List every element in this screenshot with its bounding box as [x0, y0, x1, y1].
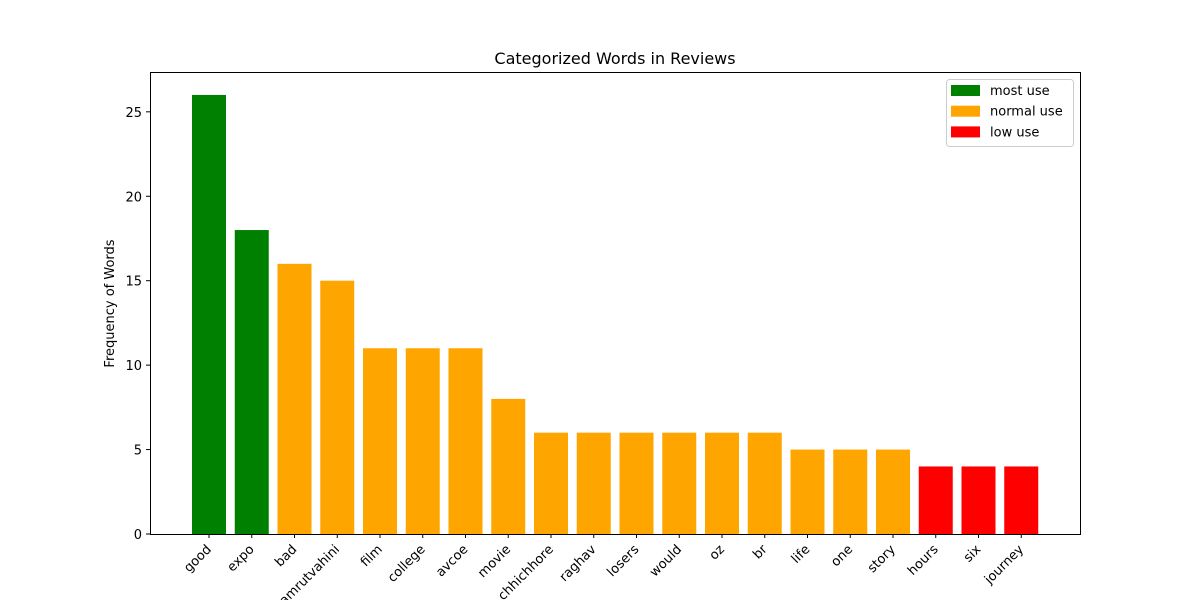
x-tick-label: journey: [981, 542, 1027, 588]
x-tick-label: oz: [707, 542, 728, 563]
x-tick-label: br: [750, 542, 771, 563]
x-tick-label: hours: [905, 542, 942, 579]
bar-br: [747, 432, 782, 534]
x-tick-label: film: [358, 542, 386, 570]
x-tick-label: bad: [272, 542, 300, 570]
bar-chhichhore: [534, 432, 568, 534]
x-tick-label: would: [647, 542, 685, 580]
bar-losers: [619, 432, 654, 534]
legend-swatch: [951, 105, 980, 117]
bar-avcoe: [448, 348, 483, 534]
legend-label: normal use: [990, 105, 1063, 120]
chart-title: Categorized Words in Reviews: [494, 49, 735, 68]
bar-film: [363, 348, 397, 534]
x-tick-label: movie: [475, 542, 514, 581]
bar-bad: [277, 263, 312, 534]
y-axis-label: Frequency of Words: [103, 239, 118, 367]
legend: most use normal use low use: [946, 79, 1074, 147]
bar-life: [790, 449, 825, 534]
bar-oz: [705, 432, 739, 534]
bar-one: [833, 449, 868, 534]
legend-label: low use: [990, 125, 1039, 140]
plot-frame: [150, 72, 1081, 535]
x-tick-label: expo: [225, 542, 258, 575]
x-tick-label: life: [789, 542, 814, 567]
bar-journey: [1004, 466, 1039, 534]
x-tick-label: good: [181, 542, 215, 576]
legend-swatch: [951, 85, 980, 96]
bar-raghav: [576, 432, 611, 534]
x-tick-label: losers: [605, 542, 643, 580]
bar-amrutvahini: [320, 280, 355, 534]
y-axis-ticks: 0 5 10 15 20 25: [125, 106, 151, 543]
y-tick-label: 20: [125, 190, 142, 205]
bar-movie: [491, 398, 526, 534]
bar-would: [662, 432, 697, 534]
x-tick-label: college: [385, 542, 429, 586]
x-tick-label: avcoe: [433, 542, 471, 580]
y-tick-label: 25: [125, 106, 142, 121]
x-tick-label: story: [865, 542, 899, 576]
bar-story: [876, 449, 910, 534]
bar-expo: [234, 230, 269, 535]
bars-group: [192, 94, 1039, 535]
legend-swatch: [951, 126, 980, 138]
x-tick-label: six: [961, 542, 985, 566]
legend-label: most use: [990, 84, 1050, 99]
y-tick-label: 15: [125, 275, 142, 290]
bar-college: [405, 348, 440, 534]
x-tick-label: one: [828, 542, 856, 570]
bar-six: [961, 466, 996, 534]
y-tick-label: 5: [134, 444, 142, 459]
x-tick-label: raghav: [557, 542, 600, 585]
y-tick-label: 0: [134, 528, 142, 543]
y-tick-label: 10: [125, 359, 142, 374]
bar-good: [192, 94, 226, 534]
bar-hours: [918, 466, 953, 534]
